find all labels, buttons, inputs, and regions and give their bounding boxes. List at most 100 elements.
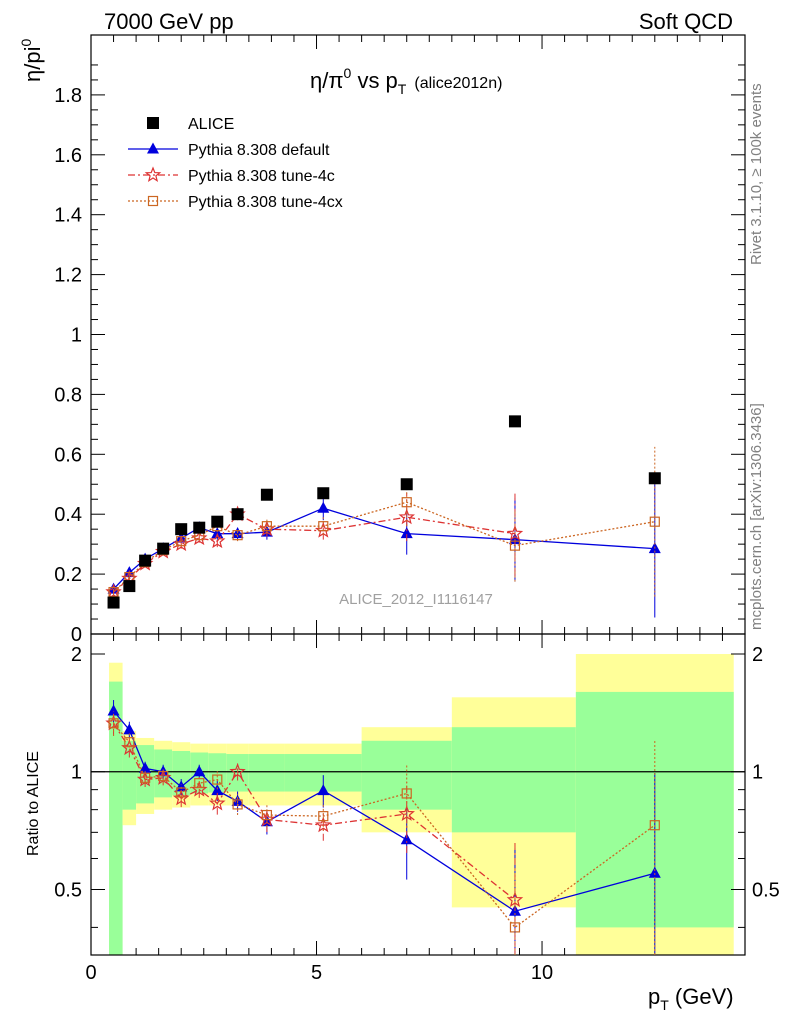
series-main-3 bbox=[108, 446, 660, 598]
legend-item: Pythia 8.308 tune-4c bbox=[128, 166, 335, 185]
data-point-alice bbox=[123, 580, 136, 593]
ratio-point bbox=[212, 774, 223, 785]
y-axis-label: η/pi0 bbox=[18, 39, 45, 82]
ratio-point bbox=[648, 866, 661, 878]
data-point bbox=[401, 497, 412, 508]
data-point bbox=[400, 527, 413, 539]
data-point-alice bbox=[260, 488, 273, 501]
data-point-alice bbox=[508, 415, 521, 428]
x-tick-label: 5 bbox=[311, 962, 322, 984]
legend-item: ALICE bbox=[147, 116, 234, 133]
ratio-point bbox=[176, 787, 187, 798]
rivet-label: Rivet 3.1.10, ≥ 100k events bbox=[748, 83, 765, 265]
ratio-y-axis-label: Ratio to ALICE bbox=[25, 751, 42, 856]
watermark: ALICE_2012_I1116147 bbox=[339, 591, 493, 608]
data-point-alice bbox=[175, 523, 188, 536]
data-point-alice bbox=[107, 596, 120, 609]
data-point-alice bbox=[193, 521, 206, 534]
series-alice bbox=[107, 415, 661, 609]
ratio-series-line bbox=[113, 722, 656, 929]
mcplots-label: mcplots.cern.ch [arXiv:1306.3436] bbox=[748, 403, 765, 630]
header-left: 7000 GeV pp bbox=[104, 9, 234, 34]
y-tick-label: 1.8 bbox=[54, 85, 82, 107]
ratio-point bbox=[211, 784, 224, 796]
ratio-point bbox=[318, 811, 329, 822]
ratio-plot: 0 5 10 0.5 0.5 1 1 2 2 bbox=[54, 633, 780, 984]
ratio-stat-band bbox=[248, 754, 285, 792]
ratio-point bbox=[232, 799, 243, 810]
ratio-point bbox=[194, 778, 205, 789]
data-point bbox=[232, 530, 243, 541]
ratio-point bbox=[261, 809, 273, 821]
data-point bbox=[509, 540, 521, 551]
ratio-point bbox=[139, 761, 152, 773]
ratio-point bbox=[317, 784, 330, 796]
series-line bbox=[113, 501, 655, 593]
ratio-y-tick-label: 1 bbox=[71, 762, 82, 784]
ratio-point bbox=[229, 763, 246, 779]
legend-marker bbox=[147, 142, 159, 154]
ratio-stat-band bbox=[122, 740, 137, 810]
x-tick-label: 10 bbox=[531, 962, 553, 984]
data-point bbox=[176, 536, 187, 547]
y-tick-label: 0.6 bbox=[54, 444, 82, 466]
legend-label: Pythia 8.308 tune-4cx bbox=[188, 194, 343, 211]
ratio-point bbox=[398, 805, 415, 821]
legend: ALICE Pythia 8.308 default Pythia 8.308 tu… bbox=[128, 116, 343, 211]
ratio-point bbox=[314, 816, 332, 833]
data-point-alice bbox=[231, 508, 244, 521]
legend-label: Pythia 8.308 tune-4c bbox=[188, 168, 335, 185]
data-point bbox=[649, 516, 660, 527]
ratio-frame bbox=[90, 633, 746, 956]
ratio-point bbox=[123, 723, 136, 735]
y-tick-label: 1.6 bbox=[54, 145, 82, 167]
data-point-alice bbox=[139, 554, 152, 567]
data-point-alice bbox=[317, 487, 330, 500]
ratio-y-tick-label-right: 2 bbox=[752, 644, 763, 666]
ratio-point bbox=[124, 737, 135, 748]
ratio-stat-band bbox=[172, 750, 191, 796]
y-tick-label: 0.2 bbox=[54, 564, 82, 586]
legend-item: Pythia 8.308 tune-4cx bbox=[128, 194, 343, 211]
ratio-y-tick-label-right: 1 bbox=[752, 762, 763, 784]
legend-marker bbox=[147, 195, 159, 207]
legend-label: Pythia 8.308 default bbox=[188, 142, 330, 159]
data-point-alice bbox=[648, 472, 661, 485]
y-tick-label: 1.4 bbox=[54, 205, 82, 227]
legend-label: ALICE bbox=[188, 116, 234, 133]
ratio-point bbox=[108, 718, 119, 729]
ratio-y-tick-label: 2 bbox=[71, 644, 82, 666]
ratio-point bbox=[400, 833, 413, 845]
y-tick-label: 0.4 bbox=[54, 504, 82, 526]
x-tick-label: 0 bbox=[85, 962, 96, 984]
ratio-stat-band bbox=[451, 727, 576, 833]
legend-marker bbox=[147, 117, 159, 129]
header-right: Soft QCD bbox=[639, 9, 733, 34]
data-point bbox=[209, 532, 226, 549]
legend-marker bbox=[144, 166, 162, 183]
y-tick-label: 0 bbox=[71, 624, 82, 646]
chart-title: η/π0 vs pT (alice2012n) bbox=[310, 65, 502, 97]
data-point bbox=[261, 521, 273, 532]
ratio-y-tick-label: 0.5 bbox=[54, 879, 82, 901]
y-tick-label: 0.8 bbox=[54, 384, 82, 406]
series-line bbox=[113, 513, 516, 593]
data-point bbox=[317, 501, 330, 513]
y-tick-label: 1.2 bbox=[54, 265, 82, 287]
ratio-point bbox=[107, 704, 120, 716]
ratio-y-tick-label-right: 0.5 bbox=[752, 879, 780, 901]
ratio-point bbox=[208, 794, 226, 811]
series-ratio-3 bbox=[108, 711, 660, 955]
data-point-alice bbox=[400, 478, 413, 491]
legend-item: Pythia 8.308 default bbox=[128, 142, 330, 159]
ratio-point bbox=[140, 772, 151, 783]
data-point-alice bbox=[211, 515, 224, 528]
data-point bbox=[318, 521, 329, 532]
main-plot: 0 0.2 0.4 0.6 0.8 1 1.2 1.4 1.6 1.8 bbox=[54, 34, 746, 955]
ratio-point bbox=[649, 820, 660, 831]
ratio-stat-band bbox=[109, 681, 123, 955]
y-tick-label: 1 bbox=[71, 325, 82, 347]
x-axis-label: pT (GeV) bbox=[648, 984, 734, 1013]
ratio-series-line bbox=[113, 722, 516, 901]
